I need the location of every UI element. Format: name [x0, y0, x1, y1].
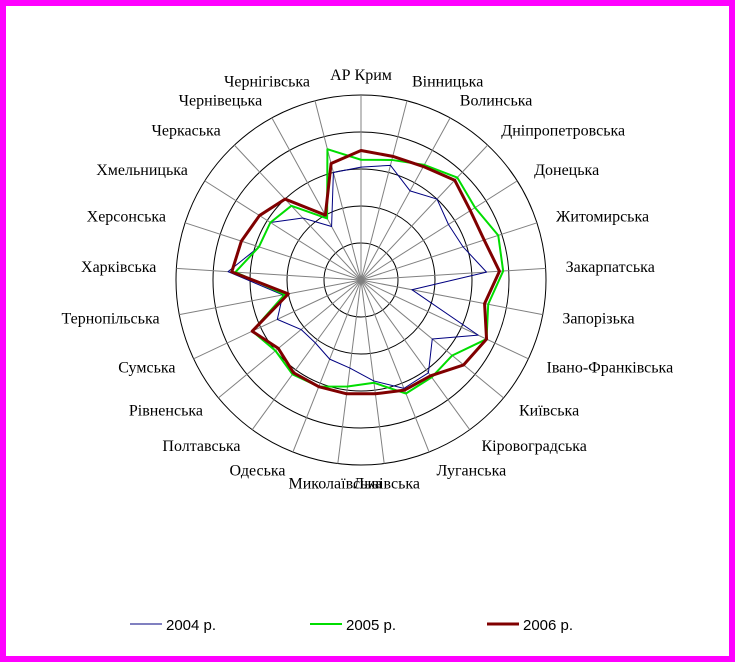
- category-label: Чернігівська: [224, 73, 310, 90]
- axis-spoke: [292, 279, 362, 453]
- axis-spoke: [360, 279, 471, 430]
- category-label: Київська: [519, 403, 579, 420]
- axis-spoke: [184, 222, 362, 281]
- category-label: Харківська: [81, 259, 156, 276]
- category-label: Тернопільська: [61, 310, 159, 327]
- axis-spoke: [360, 279, 529, 360]
- legend-label: 2006 р.: [523, 617, 573, 634]
- radar-grid: [175, 94, 547, 466]
- category-label: Луганська: [437, 463, 507, 480]
- category-labels: АР Крим Вінницька Волинська Дніпропетровськ…: [61, 67, 673, 492]
- axis-spoke: [176, 267, 362, 281]
- category-label: АР Крим: [330, 67, 392, 84]
- axis-spoke: [204, 180, 362, 281]
- category-label: Запорізька: [562, 310, 634, 327]
- category-label: Донецька: [534, 162, 599, 179]
- axis-spoke: [314, 100, 362, 281]
- category-label: Одеська: [229, 463, 285, 480]
- axis-spoke: [233, 144, 362, 281]
- axis-spoke: [251, 279, 362, 430]
- category-label: Кіровоградська: [482, 438, 587, 455]
- axis-spoke: [218, 279, 362, 399]
- category-label: Черкаська: [152, 123, 221, 140]
- axis-spoke: [360, 144, 489, 281]
- category-label: Херсонська: [87, 209, 166, 226]
- category-label: Житомирська: [556, 209, 649, 226]
- axis-spoke: [360, 180, 518, 281]
- axis-spoke: [360, 222, 538, 281]
- category-label: Чернівецька: [179, 92, 263, 109]
- category-label: Волинська: [460, 92, 533, 109]
- series-line-2: [234, 148, 505, 395]
- category-label: Вінницька: [412, 73, 483, 90]
- legend-label: 2004 р.: [166, 617, 216, 634]
- series-line-1: [227, 164, 488, 389]
- category-label: Рівненська: [129, 403, 203, 420]
- axis-spoke: [271, 117, 362, 281]
- category-label: Полтавська: [162, 438, 240, 455]
- axis-spoke: [360, 279, 543, 316]
- axis-spoke: [360, 279, 430, 453]
- category-label: Івано-Франківська: [547, 359, 674, 376]
- category-label: Львівська: [353, 475, 420, 492]
- axis-spoke: [360, 279, 385, 464]
- category-label: Миколаївська: [289, 475, 383, 492]
- legend: 2004 р. 2005 р. 2006 р.: [130, 617, 573, 634]
- series-layer: [227, 148, 505, 396]
- axis-spoke: [179, 279, 362, 316]
- legend-label: 2005 р.: [346, 617, 396, 634]
- axis-spoke: [360, 117, 451, 281]
- series-line-3: [230, 149, 501, 396]
- category-label: Сумська: [118, 359, 175, 376]
- axis-spoke: [360, 100, 408, 281]
- category-label: Закарпатська: [566, 259, 655, 276]
- axis-spoke: [337, 279, 362, 464]
- axis-spoke: [360, 267, 546, 281]
- category-label: Хмельницька: [96, 162, 188, 179]
- category-label: Дніпропетровська: [501, 123, 625, 140]
